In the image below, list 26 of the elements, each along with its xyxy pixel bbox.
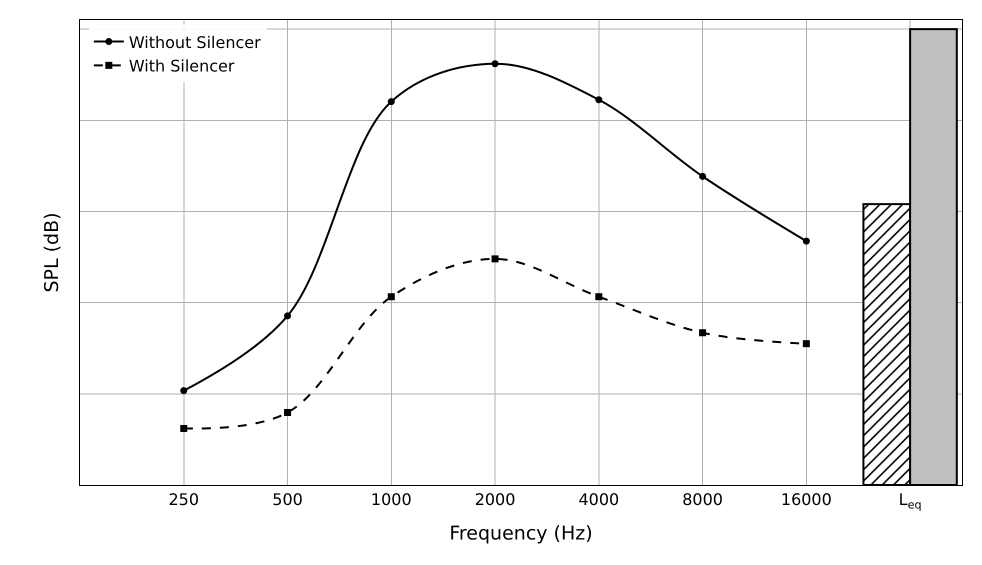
x-tick-label: 500 bbox=[272, 490, 303, 510]
point bbox=[595, 96, 602, 104]
point bbox=[699, 329, 706, 336]
point bbox=[492, 255, 499, 262]
x-tick-label: 1000 bbox=[370, 490, 412, 510]
x-axis-title: Frequency (Hz) bbox=[449, 522, 593, 544]
point bbox=[180, 387, 188, 394]
y-axis-title: SPL (dB) bbox=[40, 212, 63, 293]
x-tick-label: 4000 bbox=[578, 490, 620, 510]
point bbox=[802, 340, 810, 348]
x-tick-label: 8000 bbox=[682, 490, 723, 510]
point bbox=[388, 98, 395, 106]
x-tick-label: L$_{eq}$ bbox=[898, 490, 922, 512]
legend-label: With Silencer bbox=[128, 56, 235, 76]
point bbox=[388, 293, 395, 300]
point bbox=[802, 238, 810, 245]
point bbox=[492, 60, 499, 68]
point bbox=[284, 409, 292, 416]
point bbox=[699, 172, 706, 180]
point bbox=[180, 424, 188, 432]
point bbox=[595, 293, 602, 300]
point bbox=[284, 312, 292, 320]
x-tick-label: 250 bbox=[168, 490, 200, 510]
x-tick-label: 16000 bbox=[780, 490, 832, 510]
x-tick-label: 2000 bbox=[474, 490, 516, 510]
legend-label: Without Silencer bbox=[128, 32, 262, 52]
